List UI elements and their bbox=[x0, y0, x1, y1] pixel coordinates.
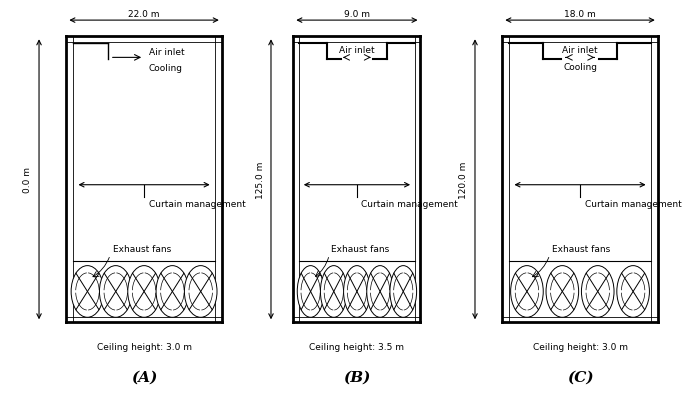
Text: 125.0 m: 125.0 m bbox=[256, 161, 266, 198]
Circle shape bbox=[184, 266, 217, 318]
Text: 18.0 m: 18.0 m bbox=[564, 10, 596, 19]
Text: 9.0 m: 9.0 m bbox=[344, 10, 370, 19]
Text: Exhaust fans: Exhaust fans bbox=[331, 244, 390, 253]
Circle shape bbox=[617, 266, 649, 318]
Circle shape bbox=[320, 266, 347, 318]
Text: Curtain management: Curtain management bbox=[361, 200, 457, 209]
Text: Cooling: Cooling bbox=[149, 64, 183, 73]
Circle shape bbox=[367, 266, 394, 318]
Circle shape bbox=[298, 266, 324, 318]
Text: 22.0 m: 22.0 m bbox=[128, 10, 160, 19]
Circle shape bbox=[344, 266, 370, 318]
Text: (A): (A) bbox=[131, 369, 157, 383]
Circle shape bbox=[581, 266, 614, 318]
Text: Curtain management: Curtain management bbox=[149, 200, 246, 209]
Text: Ceiling height: 3.0 m: Ceiling height: 3.0 m bbox=[97, 342, 192, 351]
Text: Air inlet: Air inlet bbox=[562, 47, 598, 55]
Circle shape bbox=[156, 266, 189, 318]
Text: Air inlet: Air inlet bbox=[149, 47, 184, 57]
Text: Ceiling height: 3.5 m: Ceiling height: 3.5 m bbox=[309, 342, 404, 351]
Circle shape bbox=[390, 266, 417, 318]
Text: Exhaust fans: Exhaust fans bbox=[552, 244, 610, 253]
Text: Cooling: Cooling bbox=[563, 63, 597, 72]
Text: Ceiling height: 3.0 m: Ceiling height: 3.0 m bbox=[533, 342, 628, 351]
Text: Curtain management: Curtain management bbox=[585, 200, 682, 209]
Circle shape bbox=[546, 266, 579, 318]
Circle shape bbox=[128, 266, 161, 318]
Circle shape bbox=[511, 266, 543, 318]
Text: 0.0 m: 0.0 m bbox=[23, 167, 33, 193]
Circle shape bbox=[71, 266, 104, 318]
Text: Air inlet: Air inlet bbox=[339, 47, 375, 55]
Text: Exhaust fans: Exhaust fans bbox=[113, 244, 171, 253]
Text: 120.0 m: 120.0 m bbox=[459, 161, 468, 198]
Circle shape bbox=[100, 266, 132, 318]
Text: (B): (B) bbox=[343, 369, 371, 383]
Text: (C): (C) bbox=[567, 369, 593, 383]
